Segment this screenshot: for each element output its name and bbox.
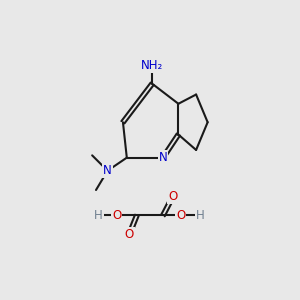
Text: O: O xyxy=(112,209,122,222)
Text: H: H xyxy=(94,209,103,222)
Text: NH₂: NH₂ xyxy=(141,59,163,72)
Text: N: N xyxy=(103,164,112,177)
Text: O: O xyxy=(124,228,134,241)
Text: O: O xyxy=(168,190,178,203)
Text: H: H xyxy=(196,209,204,222)
Text: N: N xyxy=(159,151,167,164)
Text: O: O xyxy=(176,209,185,222)
